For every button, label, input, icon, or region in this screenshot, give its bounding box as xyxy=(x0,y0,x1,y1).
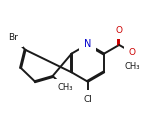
Text: Br: Br xyxy=(8,34,18,42)
Text: Cl: Cl xyxy=(83,95,92,104)
Text: CH₃: CH₃ xyxy=(124,62,140,72)
Text: CH₃: CH₃ xyxy=(57,83,73,92)
Text: N: N xyxy=(84,39,92,49)
Text: O: O xyxy=(128,48,135,57)
Text: O: O xyxy=(116,26,123,35)
